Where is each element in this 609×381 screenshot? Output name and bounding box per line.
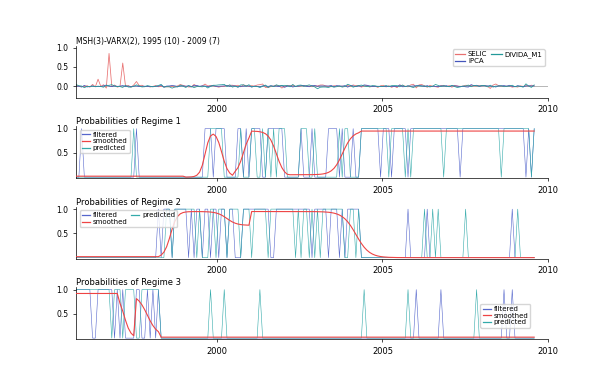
Legend: SELIC, IPCA, DIVIDA_M1: SELIC, IPCA, DIVIDA_M1: [452, 49, 544, 66]
Legend: filtered, smoothed, predicted: filtered, smoothed, predicted: [80, 130, 130, 153]
Text: Probabilities of Regime 2: Probabilities of Regime 2: [76, 198, 181, 207]
Text: MSH(3)-VARX(2), 1995 (10) - 2009 (7): MSH(3)-VARX(2), 1995 (10) - 2009 (7): [76, 37, 220, 46]
Legend: filtered, smoothed, predicted: filtered, smoothed, predicted: [481, 304, 530, 328]
Text: Probabilities of Regime 1: Probabilities of Regime 1: [76, 117, 181, 126]
Text: Probabilities of Regime 3: Probabilities of Regime 3: [76, 278, 181, 287]
Legend: filtered, smoothed, predicted: filtered, smoothed, predicted: [80, 210, 177, 227]
